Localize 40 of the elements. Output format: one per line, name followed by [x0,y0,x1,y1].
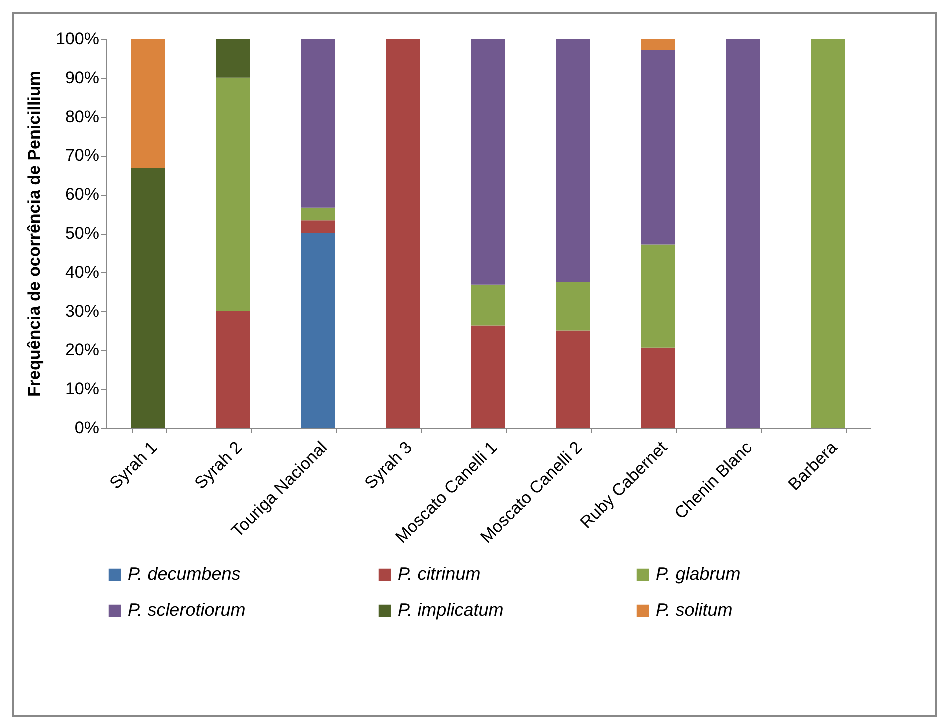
y-tick-label: 90% [65,68,100,88]
bar [132,39,166,169]
bar [642,39,676,50]
legend-label: P. glabrum [656,564,741,584]
legend-label: P. citrinum [398,564,481,584]
bar [216,311,250,428]
bar [642,50,676,245]
y-tick-label: 40% [65,262,100,282]
bar [302,220,336,234]
bar [216,78,250,312]
y-tick-label: 60% [65,185,100,204]
y-tick-label: 80% [65,107,100,126]
bar [132,168,166,428]
y-tick-label: 30% [65,302,100,321]
bar [556,282,590,331]
y-tick-label: 10% [65,380,100,399]
bar [642,244,676,348]
bar [642,348,676,428]
y-tick-label: 0% [74,418,100,438]
bar [302,39,336,208]
y-tick-label: 100% [56,30,100,48]
legend-label: P. decumbens [128,564,241,584]
bar [556,330,590,428]
legend-label: P. implicatum [398,600,504,620]
bar [472,284,506,326]
bar [556,39,590,282]
bar [302,234,336,428]
y-tick-label: 50% [65,224,100,243]
y-tick-label: 20% [65,340,100,360]
y-tick-label: 70% [65,146,100,166]
bar [812,39,846,428]
bar [472,326,506,428]
legend-label: P. sclerotiorum [128,600,246,620]
bar [302,208,336,221]
legend-label: P. solitum [656,600,733,620]
y-axis-title: Frequência de ocorrência de Penicillium [25,71,44,397]
bar [386,39,420,428]
bar [726,39,760,428]
bar [472,39,506,285]
bar [216,39,250,78]
